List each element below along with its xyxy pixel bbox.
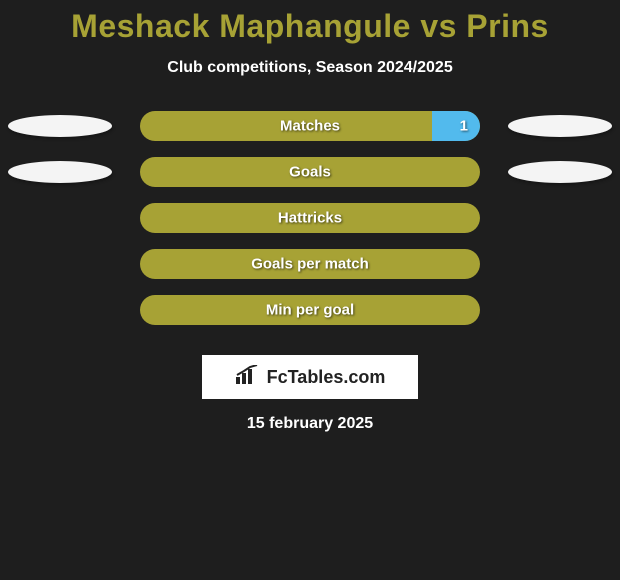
logo-box: FcTables.com xyxy=(202,355,418,399)
bar-fill-base xyxy=(140,157,480,187)
stat-row: Goals per match xyxy=(0,249,620,295)
page-title: Meshack Maphangule vs Prins xyxy=(0,0,620,45)
stat-row: Matches1 xyxy=(0,111,620,157)
stat-bar: Goals per match xyxy=(140,249,480,279)
stat-row: Goals xyxy=(0,157,620,203)
stat-value-right: 1 xyxy=(460,118,468,135)
bar-fill-base xyxy=(140,295,480,325)
right-ellipse xyxy=(508,115,612,137)
subtitle: Club competitions, Season 2024/2025 xyxy=(0,59,620,77)
stat-bar: Hattricks xyxy=(140,203,480,233)
stat-bar: Goals xyxy=(140,157,480,187)
bar-fill-right xyxy=(432,111,480,141)
stat-row: Hattricks xyxy=(0,203,620,249)
bar-fill-base xyxy=(140,249,480,279)
comparison-infographic: Meshack Maphangule vs Prins Club competi… xyxy=(0,0,620,580)
bar-fill-base xyxy=(140,203,480,233)
logo-text: FcTables.com xyxy=(267,367,386,388)
date: 15 february 2025 xyxy=(0,415,620,433)
stat-row: Min per goal xyxy=(0,295,620,341)
left-ellipse xyxy=(8,161,112,183)
right-ellipse xyxy=(508,161,612,183)
stat-bar: Min per goal xyxy=(140,295,480,325)
chart-icon xyxy=(235,365,261,390)
stat-bar: Matches1 xyxy=(140,111,480,141)
left-ellipse xyxy=(8,115,112,137)
bar-fill-base xyxy=(140,111,480,141)
stat-rows: Matches1 Goals Hattricks Goals per match Min… xyxy=(0,111,620,341)
